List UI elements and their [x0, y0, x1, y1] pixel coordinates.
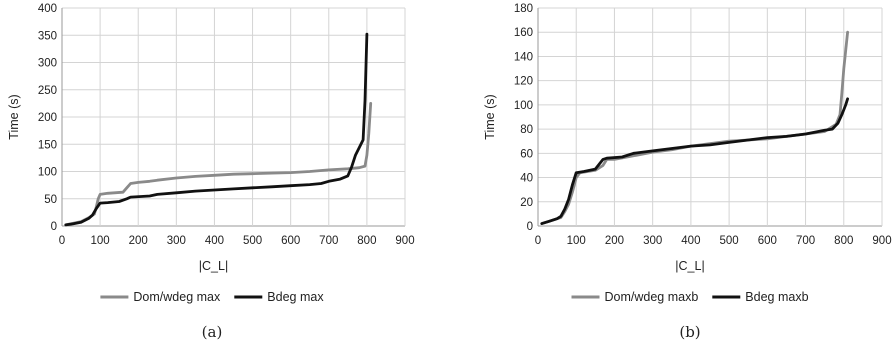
x-tick-label: 600	[758, 235, 777, 247]
y-tick-label: 80	[520, 124, 533, 136]
x-tick-label: 500	[720, 235, 739, 247]
x-tick-label: 0	[535, 235, 541, 247]
x-tick-label: 500	[243, 235, 262, 247]
series-line-1	[64, 102, 373, 227]
legend-label: Bdeg maxb	[745, 290, 808, 304]
x-tick-label: 400	[205, 235, 224, 247]
x-tick-label: 300	[167, 235, 186, 247]
chart-b-x-ticks: 0 100 200 300 400 500 600 700 800 900	[535, 235, 892, 247]
x-tick-label: 0	[59, 235, 65, 247]
y-tick-label: 180	[514, 3, 533, 15]
x-tick-label: 100	[567, 235, 586, 247]
x-tick-label: 600	[281, 235, 300, 247]
y-tick-label: 200	[38, 112, 57, 124]
legend-label: Dom/wdeg max	[133, 290, 221, 304]
y-tick-label: 140	[514, 51, 533, 63]
chart-b: 0 20 40 60 80 100 120 140 160 180 0 100 200 300 400 50…	[483, 3, 892, 341]
x-tick-label: 800	[834, 235, 853, 247]
chart-b-series	[540, 30, 849, 225]
chart-a: 0 50 100 150 200 250 300 350 400 0 100 200 300 400 50…	[7, 3, 415, 341]
x-tick-label: 900	[395, 235, 414, 247]
y-tick-label: 0	[527, 221, 533, 233]
chart-a-x-ticks: 0 100 200 300 400 500 600 700 800 900	[59, 235, 415, 247]
chart-a-caption: (a)	[202, 323, 223, 341]
chart-a-legend: Dom/wdeg max Bdeg max	[100, 290, 324, 304]
chart-b-grid	[537, 7, 883, 227]
legend-item-2: Bdeg maxb	[712, 290, 809, 304]
legend-item-2: Bdeg max	[234, 290, 324, 304]
legend-item-1: Dom/wdeg maxb	[571, 290, 699, 304]
chart-b-caption: (b)	[679, 323, 700, 341]
y-tick-label: 50	[44, 194, 57, 206]
chart-b-x-axis-label: |C_L|	[675, 259, 704, 273]
x-tick-label: 200	[605, 235, 624, 247]
x-tick-label: 900	[872, 235, 891, 247]
y-tick-label: 100	[38, 167, 57, 179]
series-line-1	[540, 30, 849, 225]
legend-label: Bdeg max	[267, 290, 324, 304]
y-tick-label: 40	[520, 173, 533, 185]
y-tick-label: 350	[38, 30, 57, 42]
y-tick-label: 100	[514, 100, 533, 112]
y-tick-label: 400	[38, 3, 57, 15]
y-tick-label: 60	[520, 148, 533, 160]
y-tick-label: 160	[514, 27, 533, 39]
x-tick-label: 700	[319, 235, 338, 247]
series-line-2	[64, 32, 369, 227]
y-tick-label: 150	[38, 139, 57, 151]
y-tick-label: 250	[38, 85, 57, 97]
x-tick-label: 100	[91, 235, 110, 247]
chart-b-y-axis-label: Time (s)	[483, 94, 497, 139]
x-tick-label: 400	[681, 235, 700, 247]
x-tick-label: 800	[357, 235, 376, 247]
x-tick-label: 200	[129, 235, 148, 247]
x-tick-label: 700	[796, 235, 815, 247]
series-line-2	[540, 97, 849, 225]
y-tick-label: 0	[51, 221, 57, 233]
y-tick-label: 120	[514, 76, 533, 88]
y-tick-label: 300	[38, 58, 57, 70]
chart-a-x-axis-label: |C_L|	[199, 259, 228, 273]
legend-label: Dom/wdeg maxb	[605, 290, 699, 304]
chart-a-series	[64, 32, 373, 227]
chart-b-y-ticks: 0 20 40 60 80 100 120 140 160 180	[514, 3, 533, 233]
y-tick-label: 20	[520, 197, 533, 209]
chart-a-y-ticks: 0 50 100 150 200 250 300 350 400	[38, 3, 57, 233]
chart-a-y-axis-label: Time (s)	[7, 94, 21, 139]
x-tick-label: 300	[643, 235, 662, 247]
legend-item-1: Dom/wdeg max	[100, 290, 221, 304]
chart-b-legend: Dom/wdeg maxb Bdeg maxb	[571, 290, 809, 304]
